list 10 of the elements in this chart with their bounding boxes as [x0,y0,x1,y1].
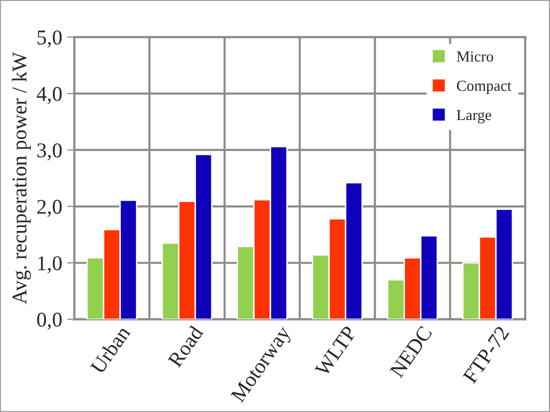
y-tick-label: 0,0 [37,312,62,330]
y-tick-label: 3,0 [37,143,62,160]
y-tick-label: 2,0 [37,200,62,217]
legend-label: Compact [456,80,512,94]
y-tick-label: 5,0 [38,30,62,48]
y-axis-title: Avg. recuperation power / kW [12,52,31,304]
y-tick-label: 4,0 [36,86,62,104]
legend-label: Micro [456,51,494,62]
y-tick-label: 1,0 [38,256,62,274]
legend-label: Large [456,110,492,124]
